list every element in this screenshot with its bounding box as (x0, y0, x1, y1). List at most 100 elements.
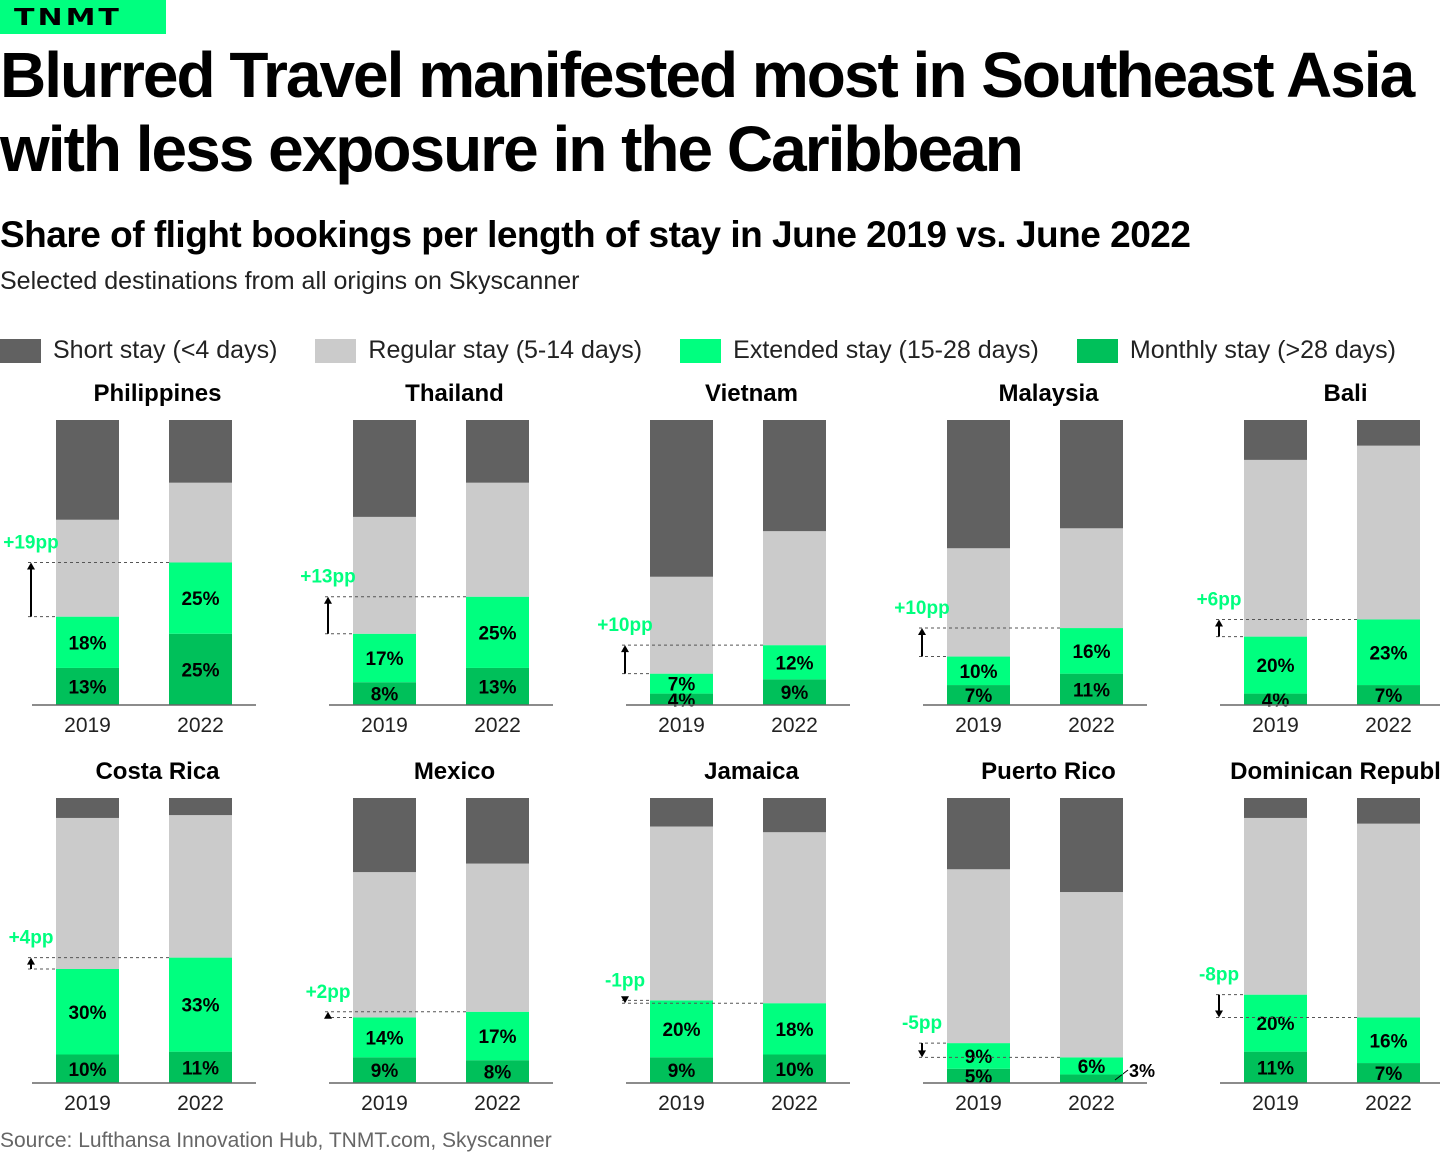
delta-arrow-head (324, 596, 332, 604)
year-label: 2019 (64, 714, 111, 737)
bar-segment-monthly (169, 633, 232, 705)
data-label: 9% (371, 1061, 399, 1082)
legend-swatch (1076, 338, 1118, 363)
bar-segment-regular (947, 548, 1010, 657)
delta-label: +13pp (300, 567, 355, 588)
bar-segment-extended (56, 616, 119, 668)
bar-segment-extended (763, 1003, 826, 1055)
bar-segment-extended (1357, 619, 1420, 686)
tnmt-logo: TNMT (0, 0, 166, 34)
bar-segment-monthly (947, 685, 1010, 705)
data-label: 14% (365, 1028, 403, 1049)
bar-segment-short (763, 420, 826, 532)
chart-subtitle: Share of flight bookings per length of s… (0, 214, 1191, 255)
data-label: 25% (478, 623, 516, 644)
delta-arrow-head (918, 628, 926, 636)
data-label: 17% (478, 1027, 516, 1048)
bar-segment-short (1244, 420, 1307, 460)
bar-segment-regular (169, 482, 232, 563)
data-label: 33% (181, 996, 219, 1017)
data-label: 30% (68, 1003, 106, 1024)
data-label: 18% (775, 1020, 813, 1041)
bar-segment-extended (650, 673, 713, 694)
bar-segment-regular (763, 531, 826, 646)
bar-segment-monthly (650, 693, 713, 705)
data-label: 4% (1262, 690, 1290, 711)
data-label: 7% (668, 675, 696, 696)
bar-segment-regular (650, 576, 713, 674)
bar-segment-monthly (1357, 685, 1420, 705)
bar-segment-extended (169, 562, 232, 634)
year-label: 2019 (1252, 714, 1299, 737)
bar-segment-extended (650, 1000, 713, 1058)
bar-segment-extended (169, 957, 232, 1052)
data-label: 23% (1369, 643, 1407, 664)
panel-title: Puerto Rico (981, 758, 1116, 785)
bar-segment-short (1060, 420, 1123, 529)
bar-segment-regular (353, 516, 416, 634)
delta-label: +10pp (894, 598, 949, 619)
delta-label: -5pp (902, 1013, 942, 1034)
year-label: 2019 (658, 1092, 705, 1115)
bar-segment-short (1357, 420, 1420, 446)
bar-segment-monthly (1244, 693, 1307, 705)
bar-segment-monthly (466, 667, 529, 705)
delta-label: +2pp (306, 982, 351, 1003)
data-label: 16% (1072, 642, 1110, 663)
legend-swatch (680, 338, 722, 363)
year-label: 2022 (1068, 714, 1115, 737)
data-label: 7% (965, 686, 993, 707)
bar-segment-monthly (763, 1054, 826, 1083)
bar-segment-regular (1357, 445, 1420, 620)
bar-segment-short (466, 798, 529, 864)
bar-segment-extended (1244, 636, 1307, 694)
year-label: 2022 (177, 1092, 224, 1115)
bar-segment-regular (1244, 817, 1307, 995)
data-label: 6% (1078, 1057, 1106, 1078)
bar-segment-short (1244, 798, 1307, 818)
bar-segment-regular (650, 826, 713, 1001)
data-label: 20% (1256, 656, 1294, 677)
bar-segment-regular (1060, 892, 1123, 1058)
panel-title: Thailand (405, 380, 504, 407)
source-note: Source: Lufthansa Innovation Hub, TNMT.c… (0, 1129, 552, 1152)
bar-segment-monthly (466, 1060, 529, 1083)
data-label: 3% (1129, 1061, 1155, 1081)
delta-arrow-head (27, 957, 35, 965)
bar-segment-short (947, 420, 1010, 549)
bar-segment-short (1357, 798, 1420, 824)
data-label: 10% (68, 1060, 106, 1081)
panel-title: Vietnam (705, 380, 798, 407)
bar-segment-extended (56, 969, 119, 1055)
bar-segment-short (650, 798, 713, 827)
legend-swatch (315, 338, 357, 363)
bar-segment-monthly (353, 1057, 416, 1083)
data-label: 8% (484, 1063, 512, 1084)
bar-segment-short (169, 798, 232, 816)
data-label: 13% (478, 677, 516, 698)
delta-arrow-head (1215, 1010, 1223, 1018)
bar-segment-extended (1244, 994, 1307, 1052)
bar-segment-short (353, 798, 416, 873)
year-label: 2022 (474, 714, 521, 737)
bar-segment-monthly (947, 1068, 1010, 1083)
bar-segment-short (56, 798, 119, 818)
bar-segment-extended (466, 596, 529, 668)
year-label: 2019 (658, 714, 705, 737)
bar-segment-regular (56, 519, 119, 617)
bar-segment-monthly (763, 679, 826, 705)
legend-item-short: Short stay (<4 days) (0, 336, 277, 365)
bar-segment-short (56, 420, 119, 520)
panel-title: Mexico (414, 758, 495, 785)
delta-label: +10pp (597, 615, 652, 636)
year-label: 2022 (771, 1092, 818, 1115)
panel-title: Malaysia (998, 380, 1099, 407)
year-label: 2022 (474, 1092, 521, 1115)
data-label: 20% (662, 1020, 700, 1041)
bar-segment-regular (763, 832, 826, 1004)
year-label: 2022 (177, 714, 224, 737)
bar-segment-extended (1357, 1017, 1420, 1064)
legend-item-regular: Regular stay (5-14 days) (315, 336, 642, 365)
data-label: 9% (668, 1061, 696, 1082)
delta-arrow-head (324, 1011, 332, 1019)
